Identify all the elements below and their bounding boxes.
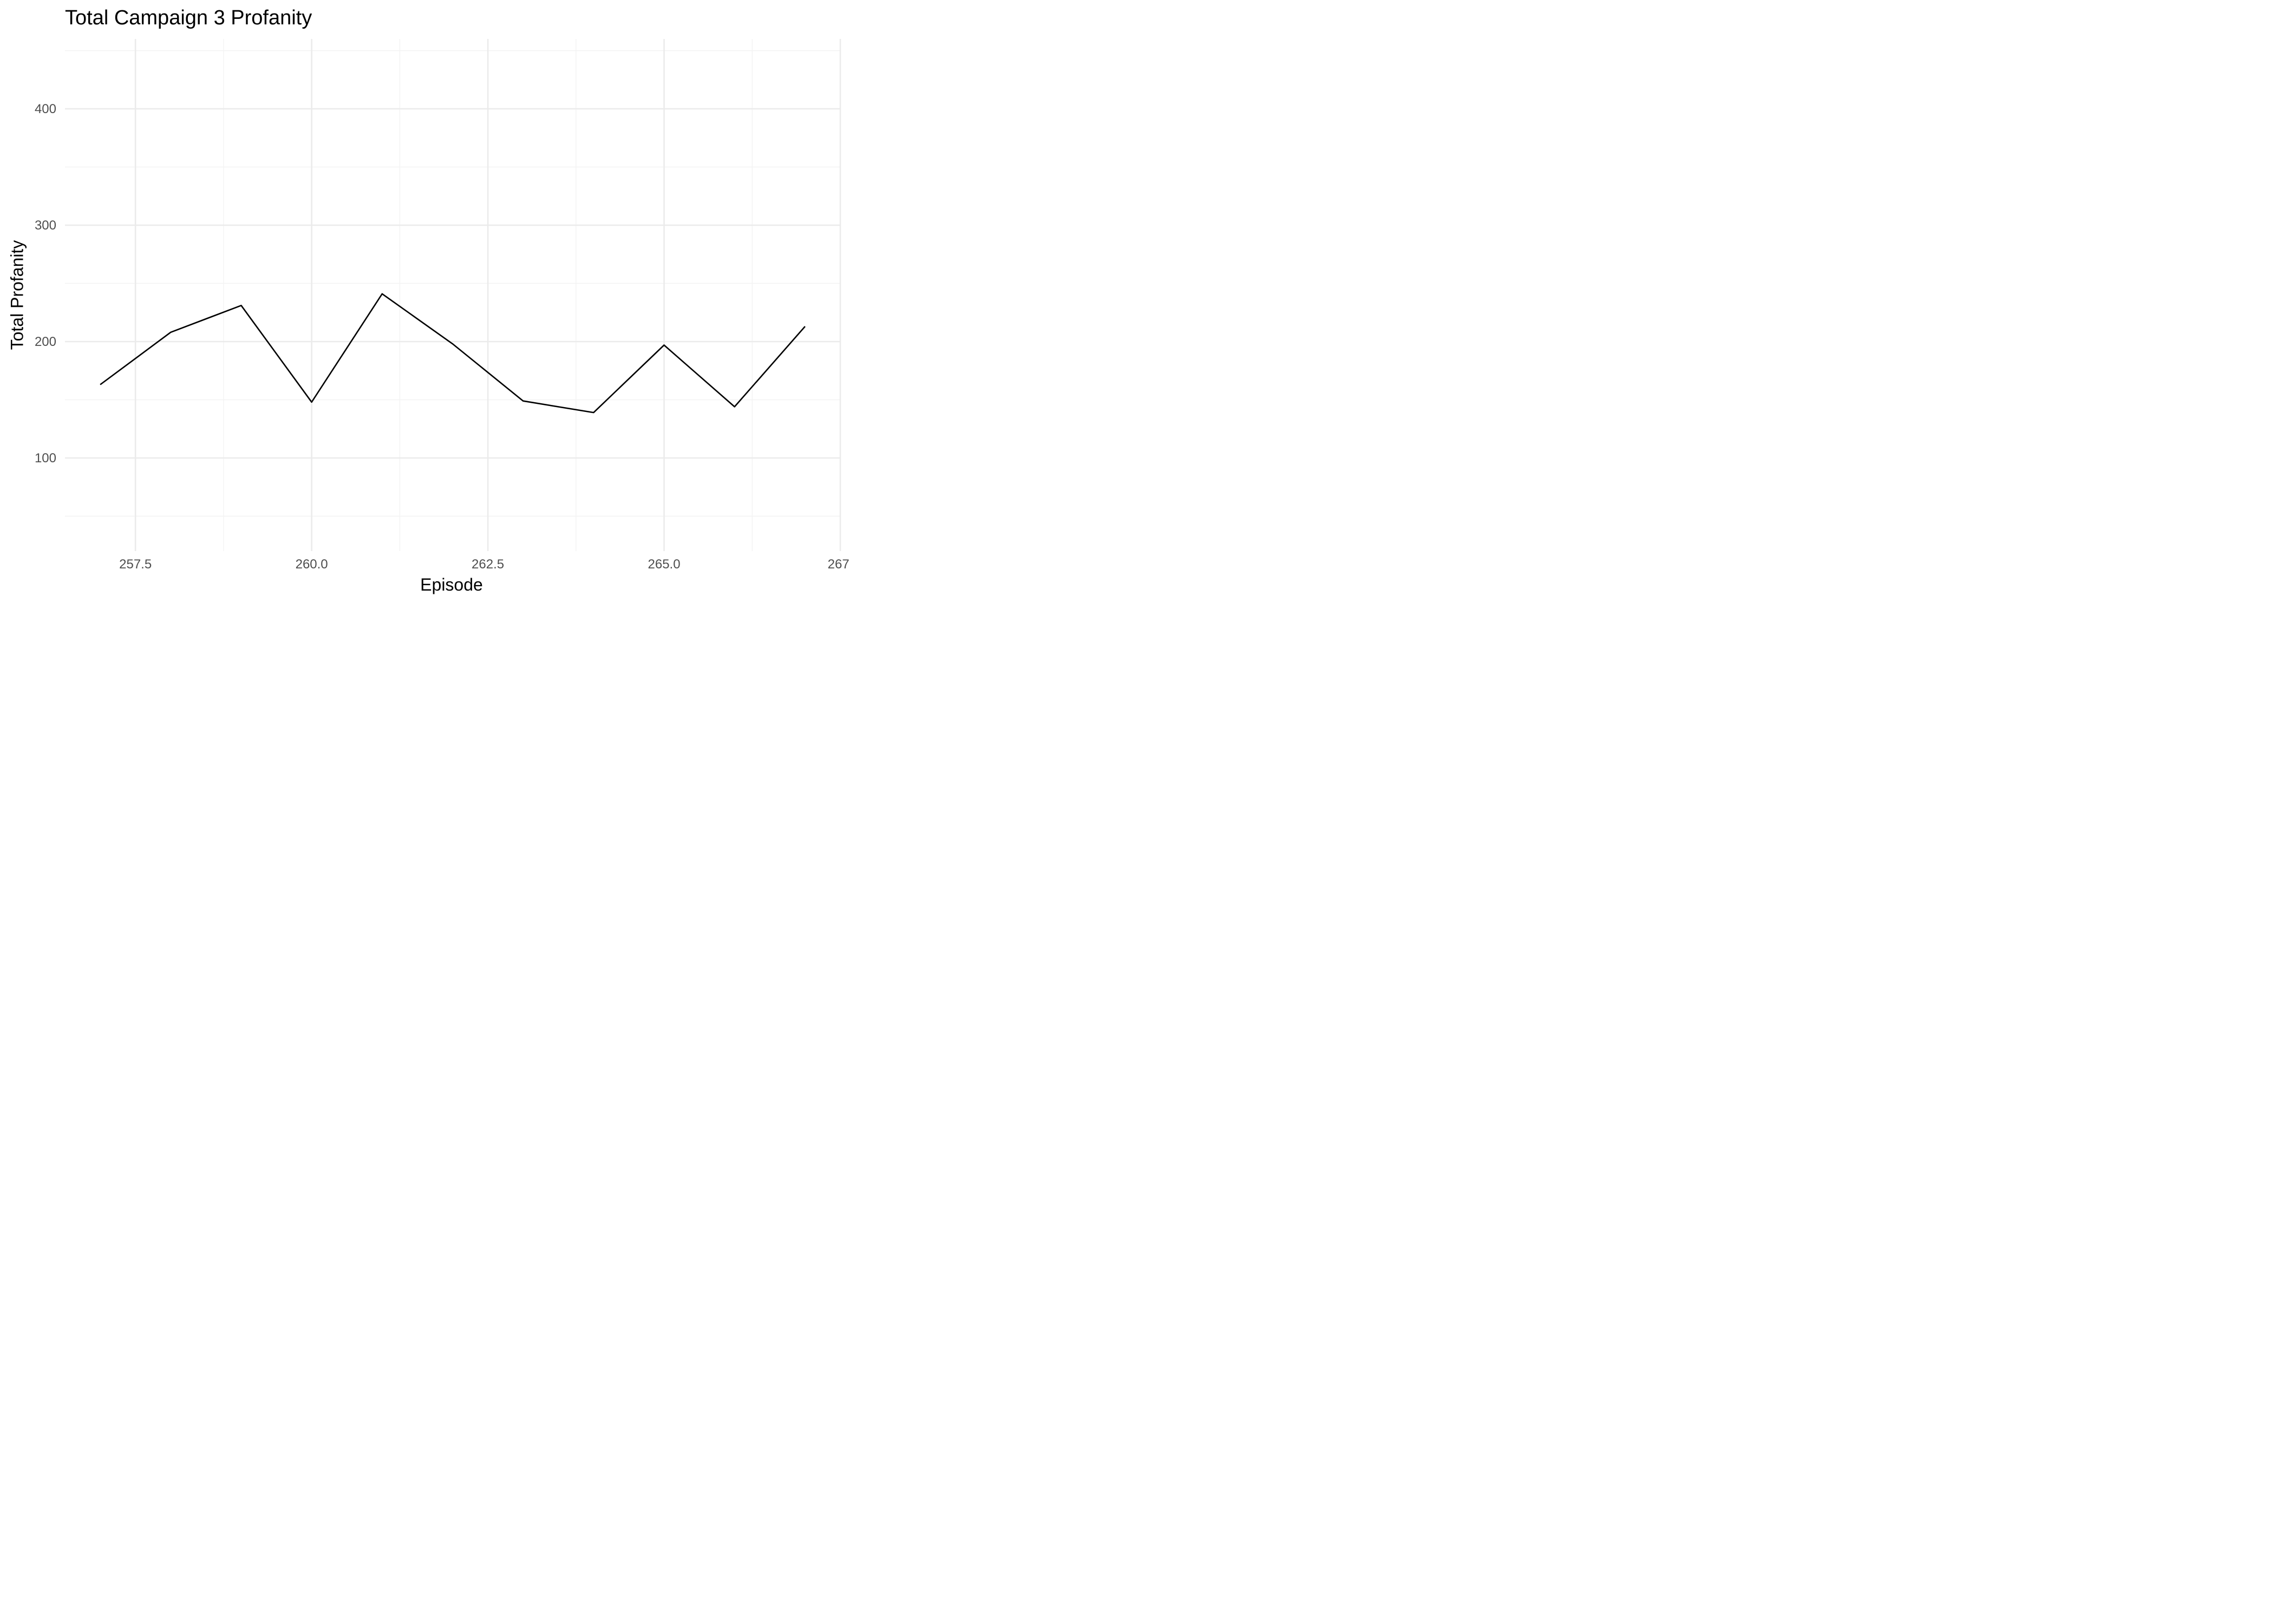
major-gridlines bbox=[65, 39, 841, 551]
data-point bbox=[804, 325, 806, 328]
y-tick-label: 200 bbox=[35, 335, 56, 349]
data-point bbox=[240, 304, 242, 306]
x-tick-labels: 257.5 260.0 262.5 265.0 267. bbox=[119, 557, 853, 572]
data-point bbox=[381, 293, 383, 295]
data-point bbox=[169, 331, 172, 333]
y-axis-label: Total Profanity bbox=[7, 240, 27, 350]
y-tick-label: 400 bbox=[35, 102, 56, 116]
x-tick-label: 267. bbox=[828, 557, 849, 572]
minor-gridlines bbox=[65, 39, 840, 551]
x-axis-label: Episode bbox=[420, 575, 483, 594]
series-line bbox=[100, 293, 806, 414]
data-point bbox=[592, 411, 594, 414]
data-point bbox=[734, 405, 736, 408]
y-tick-labels: 100 200 300 400 bbox=[35, 102, 56, 466]
x-tick-label: 257.5 bbox=[119, 557, 152, 572]
x-tick-label: 260.0 bbox=[296, 557, 328, 572]
data-point bbox=[99, 384, 101, 386]
data-point bbox=[311, 401, 313, 403]
y-tick-label: 100 bbox=[35, 451, 56, 466]
data-point bbox=[663, 344, 665, 346]
plot-svg: 257.5 260.0 262.5 265.0 267. 100 200 300 400 bbox=[35, 39, 853, 572]
data-point bbox=[522, 400, 524, 402]
x-tick-label: 265.0 bbox=[648, 557, 681, 572]
x-tick-label: 262.5 bbox=[472, 557, 504, 572]
series-layer bbox=[99, 293, 806, 414]
chart-title: Total Campaign 3 Profanity bbox=[65, 6, 312, 29]
chart-area: 257.5 260.0 262.5 265.0 267. 100 200 300 400 To… bbox=[0, 0, 853, 606]
data-point bbox=[452, 343, 454, 345]
y-tick-label: 300 bbox=[35, 218, 56, 233]
